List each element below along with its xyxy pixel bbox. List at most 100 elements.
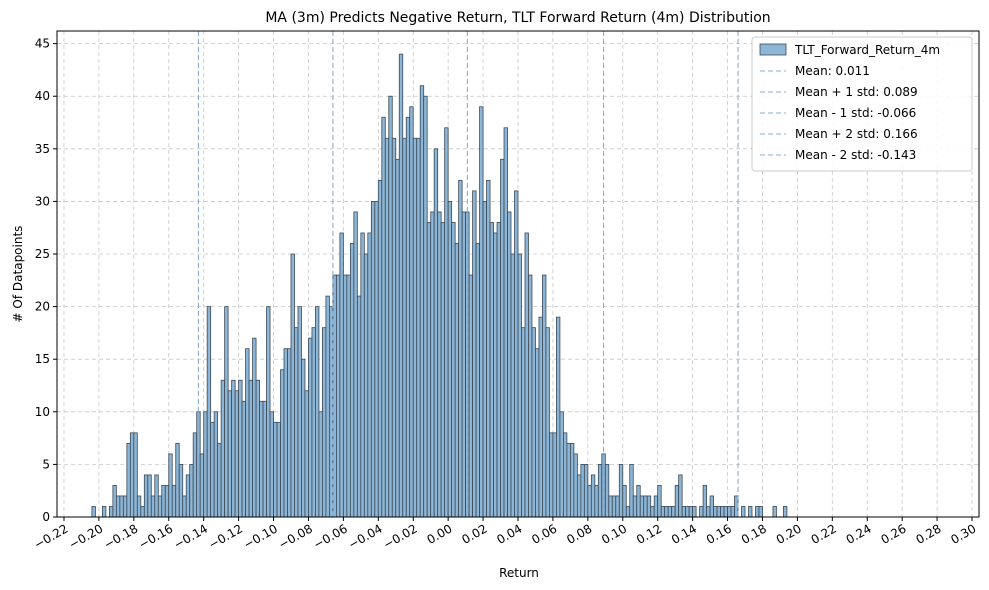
histogram-bar [531,327,536,518]
legend-box [751,36,973,172]
histogram-bar [315,306,320,518]
y-tick-label: 20 [35,300,50,314]
x-tick-label: 0.08 [564,521,594,546]
histogram-bar [545,327,550,518]
legend-label: Mean + 2 std: 0.166 [795,127,918,141]
histogram-bar [398,53,404,518]
histogram-bar [426,222,432,518]
y-tick-label: 5 [42,457,50,471]
histogram-bar [556,316,561,518]
histogram-bar [405,116,411,518]
histogram-bar [171,485,177,518]
histogram-bar [667,506,673,518]
histogram-bar [255,379,260,518]
histogram-bar [91,506,96,518]
histogram-bar [723,506,728,518]
histogram-bar [175,442,180,518]
histogram-bars [91,53,788,518]
x-axis-ticks: −0.22−0.20−0.18−0.16−0.14−0.12−0.10−0.08… [32,517,979,552]
histogram-bar [126,442,131,518]
histogram-bar [189,464,194,518]
y-tick-label: 15 [35,352,50,366]
histogram-bar [210,421,215,518]
x-tick-label: 0.10 [599,521,629,546]
y-tick-label: 10 [35,405,50,419]
histogram-bar [650,506,655,518]
legend-label: Mean + 1 std: 0.089 [795,85,918,99]
histogram-bar [335,274,341,518]
histogram-bar [688,506,694,518]
histogram-bar [238,379,243,518]
histogram-bar [224,306,229,518]
legend-label: TLT_Forward_Return_4m [794,43,940,57]
histogram-bar [625,506,631,518]
histogram-bar [308,337,313,518]
legend-label: Mean: 0.011 [795,64,870,78]
histogram-bar [748,506,753,518]
histogram-bar [360,232,365,518]
histogram-bar [178,464,184,518]
histogram-bar [755,506,760,518]
histogram-bar [549,432,554,518]
histogram-bar [671,506,676,518]
histogram-bar [447,201,453,518]
histogram-bar [468,274,473,518]
histogram-bar [363,253,369,518]
histogram-bar [611,495,617,518]
histogram-bar [618,464,624,518]
y-axis-label: # Of Datapoints [11,226,25,323]
histogram-bar [646,495,652,518]
x-tick-label: 0.18 [739,521,769,546]
histogram-bar [727,506,732,518]
histogram-bar [702,485,707,518]
histogram-bar [412,137,418,518]
histogram-bar [248,379,253,518]
histogram-bar [440,222,446,518]
x-tick-label: −0.08 [276,521,315,552]
histogram-bar [133,432,138,518]
histogram-bar [528,274,533,518]
histogram-bar [475,243,480,518]
x-tick-label: 0.14 [669,521,699,546]
histogram-bar [339,232,344,518]
histogram-bar [566,442,571,518]
histogram-bar [346,274,351,518]
x-tick-label: 0.04 [494,521,524,546]
histogram-bar [322,327,327,518]
x-tick-label: −0.16 [136,521,175,552]
histogram-bar [583,464,589,518]
histogram-bar [252,337,257,518]
histogram-bar [444,127,449,518]
histogram-bar [136,495,142,518]
histogram-bar [234,390,240,518]
histogram-bar [472,190,477,518]
histogram-bar [304,390,309,518]
histogram-bar [643,495,648,518]
histogram-bar [713,506,718,518]
histogram-bar [245,348,250,518]
histogram-bar [576,474,582,518]
histogram-bar [231,379,236,518]
histogram-bar [301,358,306,518]
histogram-bar [629,464,634,518]
histogram-bar [716,506,721,518]
histogram-bar [213,411,219,518]
x-tick-label: 0.16 [704,521,734,546]
y-axis-ticks: 0 5 10 15 20 25 30 35 40 45 [35,37,57,524]
histogram-bar [164,485,170,518]
histogram-bar [524,232,529,518]
histogram-bar [206,306,212,518]
histogram-bar [290,253,295,518]
histogram-bar [559,411,564,518]
histogram-bar [486,179,491,518]
histogram-bar [454,243,460,518]
histogram-bar [590,474,596,518]
x-tick-label: −0.04 [346,521,385,552]
histogram-bar [674,485,680,518]
histogram-bar [573,453,578,518]
histogram-bar [273,421,278,518]
histogram-bar [367,232,372,518]
histogram-bar [552,432,557,518]
histogram-bar [503,127,508,518]
histogram-bar [342,274,348,518]
